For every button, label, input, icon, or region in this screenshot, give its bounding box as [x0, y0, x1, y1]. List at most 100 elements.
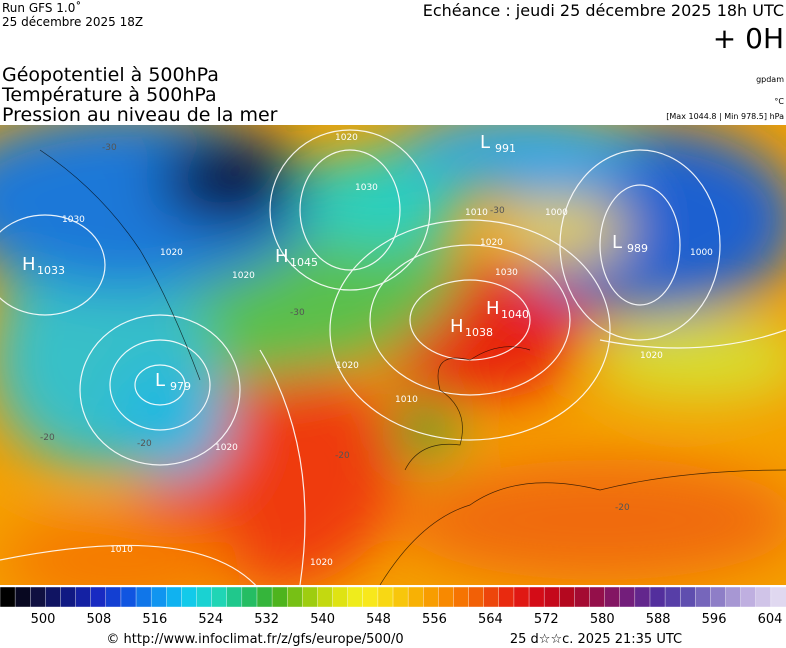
colorbar-swatch — [120, 586, 137, 608]
unit-celsius: °C — [774, 97, 784, 106]
contour-label: 1020 — [336, 361, 359, 371]
colorbar-swatch — [135, 586, 152, 608]
colorbar-swatch — [543, 586, 560, 608]
colorbar-swatch — [226, 586, 243, 608]
colorbar-swatch — [468, 586, 485, 608]
colorbar-swatch — [423, 586, 440, 608]
contour-label: 1000 — [545, 208, 568, 218]
colorbar-swatch — [166, 586, 183, 608]
run-label: Run GFS 1.0˚ — [2, 0, 81, 15]
contour-label: -20 — [137, 439, 152, 449]
colorbar-swatch — [710, 586, 727, 608]
center-letter: L — [155, 370, 165, 391]
contour-label: -20 — [615, 503, 630, 513]
title-pressure: Pression au niveau de la mer — [2, 104, 278, 126]
colorbar-label: 508 — [87, 612, 112, 627]
center-letter: H — [486, 298, 500, 319]
contour-label: 1010 — [395, 395, 418, 405]
contour-label: 1030 — [62, 215, 85, 225]
center-letter: L — [480, 132, 490, 153]
colorbar-swatch — [407, 586, 424, 608]
title-temperature: Température à 500hPa — [1, 84, 217, 106]
colorbar-label: 556 — [422, 612, 447, 627]
colorbar-swatch — [150, 586, 167, 608]
colorbar-swatch — [286, 586, 304, 608]
colorbar-swatch — [649, 586, 666, 608]
colorbar-label: 572 — [534, 612, 559, 627]
center-letter: H — [275, 246, 289, 267]
colorbar: 500 508 516 524 532 540 548 556 564 572 580 588 596 6… — [0, 586, 786, 627]
colorbar-swatch — [695, 586, 712, 608]
colorbar-swatch — [317, 586, 334, 608]
contour-label: 1010 — [465, 208, 488, 218]
colorbar-swatch — [332, 586, 349, 608]
colorbar-swatch — [105, 586, 122, 608]
colorbar-label: 524 — [198, 612, 223, 627]
source-url: © http://www.infoclimat.fr/z/gfs/europe/… — [106, 632, 403, 647]
colorbar-swatch — [453, 586, 470, 608]
center-value: 991 — [495, 142, 516, 155]
colorbar-swatch — [302, 586, 319, 608]
colorbar-label: 532 — [254, 612, 279, 627]
contour-label: -30 — [490, 206, 505, 216]
echeance: Echéance : jeudi 25 décembre 2025 18h UT… — [423, 1, 784, 20]
colorbar-swatch — [196, 586, 213, 608]
contour-label: 1020 — [215, 443, 238, 453]
center-letter: L — [612, 232, 622, 253]
colorbar-swatch — [90, 586, 107, 608]
colorbar-label: 596 — [702, 612, 727, 627]
contour-label: 1020 — [310, 558, 333, 568]
colorbar-swatch — [256, 586, 273, 608]
contour-label: -30 — [290, 308, 305, 318]
center-letter: H — [450, 316, 464, 337]
colorbar-swatch — [559, 586, 576, 608]
colorbar-label: 540 — [310, 612, 335, 627]
colorbar-swatch — [483, 586, 500, 608]
center-value: 1038 — [465, 326, 493, 339]
colorbar-swatch — [211, 586, 228, 608]
colorbar-swatch — [528, 586, 545, 608]
colorbar-swatch — [392, 586, 409, 608]
colorbar-label: 604 — [758, 612, 783, 627]
colorbar-swatch — [347, 586, 364, 608]
colorbar-swatch — [362, 586, 379, 608]
colorbar-swatch — [438, 586, 455, 608]
contour-label: 1020 — [335, 133, 358, 143]
coastlines — [39, 149, 786, 585]
colorbar-swatch — [377, 586, 394, 608]
isobars — [0, 129, 786, 585]
contour-label: 1030 — [495, 268, 518, 278]
contour-label: 1020 — [232, 271, 255, 281]
unit-gpdam: gpdam — [756, 75, 784, 84]
colorbar-swatch — [574, 586, 591, 608]
center-value: 979 — [170, 380, 191, 393]
colorbar-swatch — [770, 586, 786, 608]
colorbar-swatch — [725, 586, 742, 608]
contour-label: 1030 — [355, 183, 378, 193]
contour-label: -30 — [102, 143, 117, 153]
contour-label: 1010 — [110, 545, 133, 555]
contour-label: -20 — [335, 451, 350, 461]
colorbar-swatch — [30, 586, 47, 608]
offset: + 0H — [713, 22, 784, 55]
center-value: 1045 — [290, 256, 318, 269]
generated-date: 25 d☆☆c. 2025 21:35 UTC — [510, 632, 682, 647]
colorbar-swatch — [664, 586, 681, 608]
colorbar-swatch — [589, 586, 606, 608]
center-value: 1033 — [37, 264, 65, 277]
colorbar-swatch — [60, 586, 77, 608]
colorbar-swatch — [498, 586, 515, 608]
colorbar-swatch — [45, 586, 62, 608]
colorbar-label: 516 — [142, 612, 167, 627]
colorbar-swatch — [181, 586, 198, 608]
colorbar-swatch — [740, 586, 757, 608]
colorbar-swatch — [0, 586, 16, 608]
colorbar-swatch — [14, 586, 31, 608]
contour-label: 1000 — [690, 248, 713, 258]
colorbar-label: 500 — [31, 612, 56, 627]
colorbar-swatch — [604, 586, 621, 608]
colorbar-label: 580 — [590, 612, 615, 627]
